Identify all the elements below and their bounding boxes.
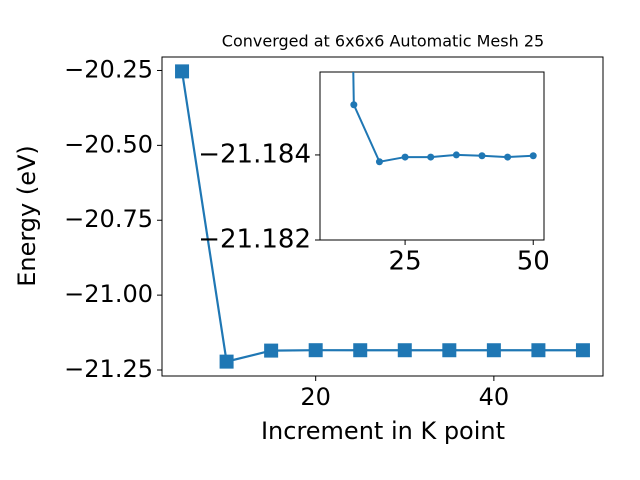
data-marker (401, 153, 409, 161)
x-tick-label: 50 (517, 247, 550, 277)
y-tick-label: −21.00 (64, 280, 153, 308)
data-marker (397, 343, 412, 358)
data-marker (575, 343, 590, 358)
data-line (180, 71, 583, 363)
data-marker (219, 354, 234, 369)
data-marker (427, 153, 435, 161)
data-marker (175, 64, 190, 79)
data-marker (529, 152, 537, 160)
data-marker (531, 343, 546, 358)
data-marker (442, 343, 457, 358)
data-marker (264, 343, 279, 358)
y-tick-label: −21.184 (198, 139, 311, 169)
y-tick-label: −20.25 (64, 55, 153, 83)
data-marker (308, 343, 323, 358)
data-marker (350, 101, 358, 109)
y-tick-label: −20.50 (64, 130, 153, 158)
y-tick-label: −20.75 (64, 205, 153, 233)
data-marker (353, 343, 368, 358)
data-marker (504, 153, 512, 161)
data-marker (452, 151, 460, 159)
data-marker (478, 152, 486, 160)
x-tick-label: 25 (389, 247, 422, 277)
y-tick-label: −21.25 (64, 355, 153, 383)
plot-clip (350, 72, 537, 166)
y-tick-label: −21.182 (198, 225, 311, 255)
x-axis-label: Increment in K point (261, 417, 505, 445)
x-tick-label: 40 (479, 383, 510, 411)
plot-clip (175, 64, 590, 369)
data-marker (486, 343, 501, 358)
chart-title: Converged at 6x6x6 Automatic Mesh 25 (222, 32, 544, 51)
y-axis-label: Energy (eV) (13, 145, 41, 287)
data-marker (375, 158, 383, 166)
x-tick-label: 20 (300, 383, 331, 411)
